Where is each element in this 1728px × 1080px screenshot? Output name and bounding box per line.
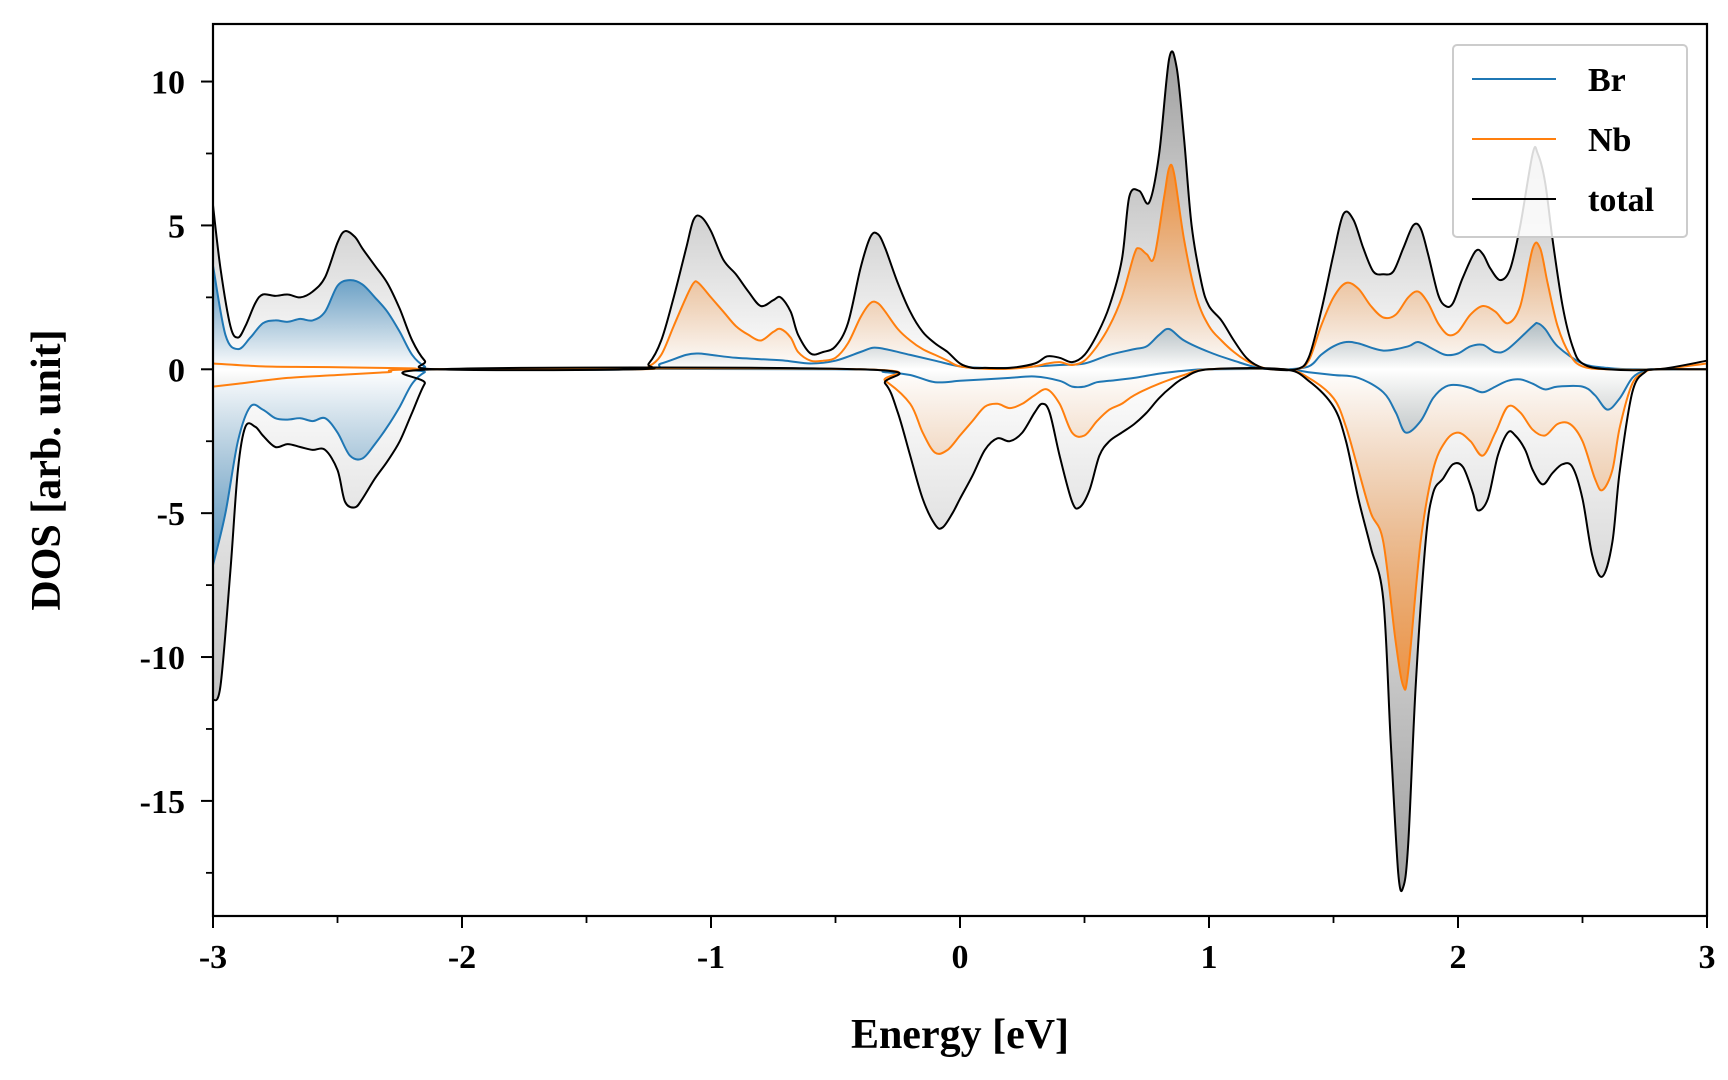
- area-fills: [213, 51, 1707, 892]
- y-tick-label: 10: [151, 65, 185, 102]
- line-total-spin-up: [212, 50, 1708, 372]
- series-lines: [212, 50, 1708, 893]
- x-tick-label: -3: [199, 939, 227, 976]
- fill-br-spin-down: [213, 368, 1707, 565]
- fill-nb-spin-up: [213, 164, 1707, 371]
- line-br-spin-down: [212, 367, 1708, 566]
- x-tick-label: 3: [1699, 939, 1716, 976]
- y-tick-label: -5: [157, 496, 185, 533]
- legend-label-br: Br: [1588, 62, 1626, 99]
- x-axis-label: Energy [eV]: [851, 1012, 1069, 1058]
- fill-total-spin-up: [213, 51, 1707, 371]
- y-tick-label: 5: [168, 208, 185, 245]
- y-tick-label: -15: [140, 784, 185, 821]
- y-axis-label: DOS [arb. unit]: [24, 329, 70, 610]
- legend-label-total: total: [1588, 182, 1654, 219]
- fill-nb-spin-down: [213, 368, 1707, 690]
- line-nb-spin-up: [212, 163, 1708, 372]
- legend-label-nb: Nb: [1588, 122, 1631, 159]
- fill-br-spin-up: [213, 265, 1707, 370]
- legend: Br Nb total: [1452, 44, 1688, 238]
- x-tick-label: -2: [448, 939, 476, 976]
- x-tick-label: 1: [1201, 939, 1218, 976]
- y-tick-label: 0: [168, 352, 185, 389]
- legend-box: [1452, 44, 1688, 238]
- x-tick-label: -1: [697, 939, 725, 976]
- y-tick-label: -10: [140, 640, 185, 677]
- x-tick-label: 0: [952, 939, 969, 976]
- x-tick-label: 2: [1450, 939, 1467, 976]
- line-total-spin-down: [212, 366, 1708, 893]
